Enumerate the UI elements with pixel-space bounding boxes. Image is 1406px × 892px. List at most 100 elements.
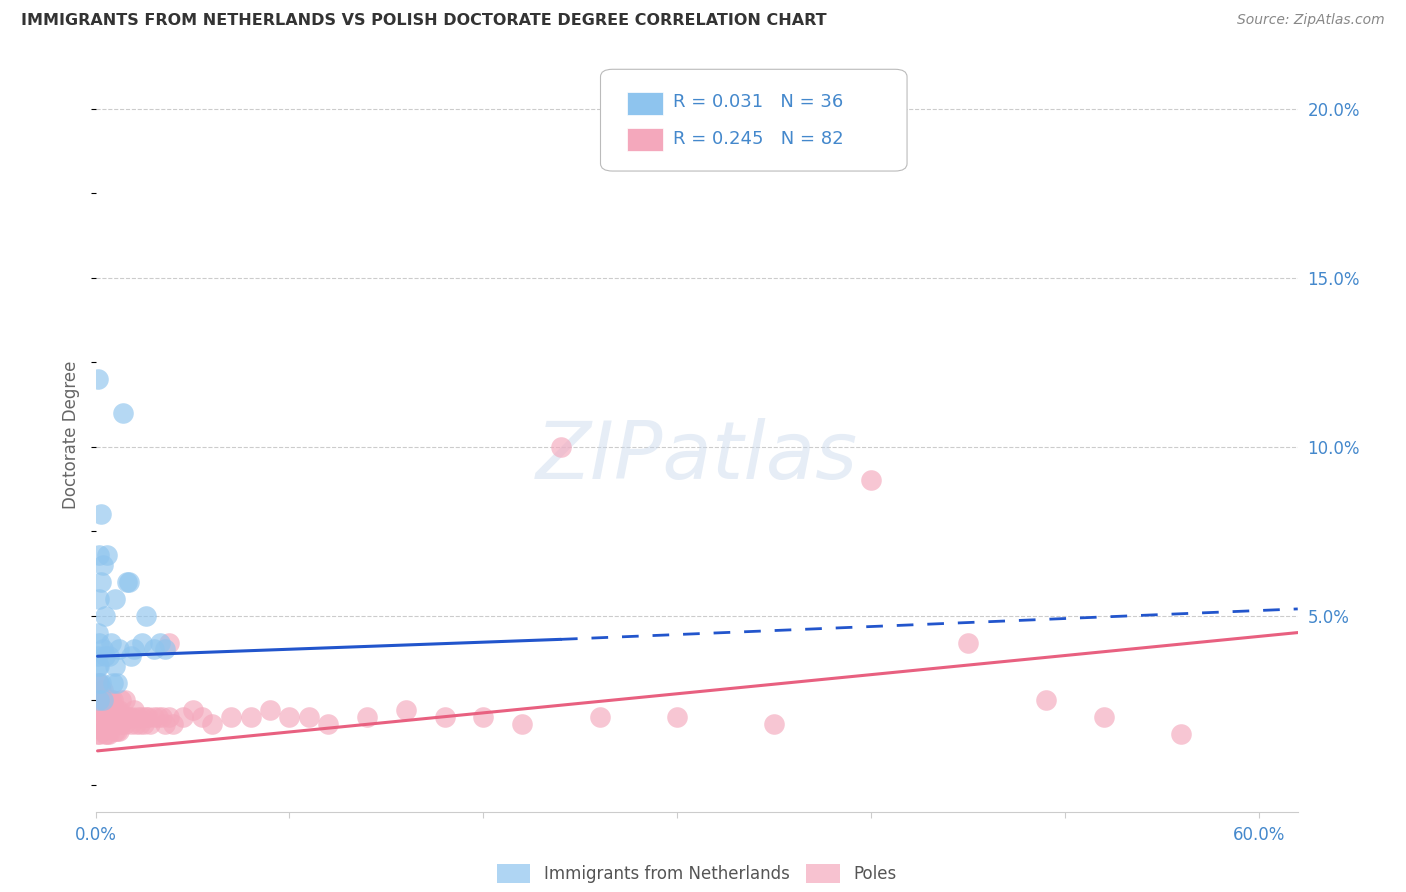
Point [127,710,149,724]
Text: R = 0.245   N = 82: R = 0.245 N = 82 [672,129,844,148]
Point [111,710,134,724]
Point [90,716,112,731]
Point [93,703,115,717]
Point [98,710,121,724]
Point [89,548,111,562]
Point [135,710,157,724]
Point [93,723,115,738]
Point [510,716,533,731]
Point [125,716,148,731]
Point [96,693,118,707]
Point [108,703,131,717]
Point [90,683,112,698]
Point [142,642,165,657]
Point [131,710,153,724]
Legend: Immigrants from Netherlands, Poles: Immigrants from Netherlands, Poles [491,857,903,890]
Point [96,727,118,741]
Point [105,723,128,738]
Point [150,710,173,724]
Point [89,636,111,650]
Point [124,642,146,657]
Point [131,636,153,650]
Text: IMMIGRANTS FROM NETHERLANDS VS POLISH DOCTORATE DEGREE CORRELATION CHART: IMMIGRANTS FROM NETHERLANDS VS POLISH DO… [21,13,827,29]
Point [101,716,124,731]
Point [89,659,111,673]
Point [117,710,139,724]
Point [94,710,117,724]
Point [89,693,111,707]
Point [108,723,131,738]
Point [86,693,108,707]
Point [98,649,121,664]
Point [259,703,281,717]
Point [278,710,301,724]
Point [93,693,115,707]
Point [157,710,180,724]
Point [356,710,378,724]
Point [86,625,108,640]
Point [162,716,184,731]
Point [104,659,127,673]
Point [104,723,127,738]
Point [104,703,127,717]
Point [94,727,117,741]
Point [98,727,121,741]
Point [94,608,117,623]
Point [104,591,127,606]
Point [1170,727,1192,741]
Point [957,636,980,650]
Point [132,716,155,731]
Point [172,710,194,724]
Point [395,703,418,717]
Point [135,608,157,623]
Point [110,716,132,731]
FancyBboxPatch shape [627,92,664,114]
Point [117,574,139,589]
Point [114,693,136,707]
Point [191,710,214,724]
Point [90,508,112,522]
Point [114,716,136,731]
Text: ZIPatlas: ZIPatlas [536,418,858,497]
Point [93,558,115,572]
Point [121,710,143,724]
Point [89,727,111,741]
Point [129,716,152,731]
Point [90,703,112,717]
Point [86,710,108,724]
Point [89,676,111,690]
Point [201,716,224,731]
Point [100,636,122,650]
Point [90,574,112,589]
Point [86,372,108,386]
Point [98,693,121,707]
Point [93,683,115,698]
Point [181,703,204,717]
Point [111,406,134,420]
Point [763,716,786,731]
Point [89,676,111,690]
Text: R = 0.031   N = 36: R = 0.031 N = 36 [672,93,842,111]
Point [1092,710,1115,724]
Point [100,716,122,731]
Point [136,710,159,724]
Point [120,716,142,731]
Point [155,642,177,657]
Point [666,710,689,724]
Point [124,703,146,717]
FancyBboxPatch shape [600,70,907,171]
Point [101,676,124,690]
Point [89,591,111,606]
Point [89,693,111,707]
Point [96,710,118,724]
Point [472,710,495,724]
Point [94,693,117,707]
Point [1035,693,1057,707]
Point [110,693,132,707]
Point [96,548,118,562]
Point [101,693,124,707]
Point [93,642,115,657]
Point [146,710,169,724]
Text: Source: ZipAtlas.com: Source: ZipAtlas.com [1237,13,1385,28]
Point [86,659,108,673]
